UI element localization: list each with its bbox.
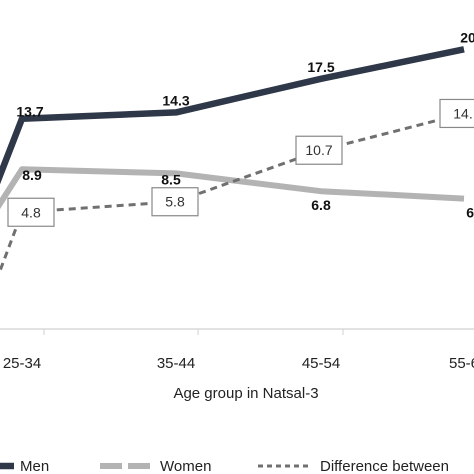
data-label-box: 14. [439, 98, 474, 129]
data-label-box: 4.8 [7, 197, 55, 227]
series-line-women [0, 166, 465, 210]
legend-item-men: Men [0, 458, 49, 474]
x-tick-label: 55-6 [449, 355, 474, 372]
data-label: 13.7 [16, 104, 43, 120]
data-label: 10.7 [305, 142, 332, 158]
data-label: 6.1 [466, 205, 474, 221]
data-label: 5.8 [165, 194, 185, 210]
x-tick-label: 25-34 [3, 355, 41, 372]
legend-item-women: Women [100, 458, 211, 474]
legend-label: Women [160, 458, 211, 474]
series-line-difference-between [0, 112, 465, 276]
series-line-men [0, 46, 465, 185]
legend-label: Men [20, 458, 49, 474]
data-label: 17.5 [307, 59, 334, 75]
x-tick-layer: 25-34 35-44 45-54 55-6 [3, 329, 474, 372]
series-layer [0, 46, 465, 276]
data-label: 20. [460, 29, 474, 45]
data-label: 8.9 [22, 167, 42, 183]
legend-item-difference-between: Difference between [258, 458, 449, 474]
data-label-box: 5.8 [151, 187, 199, 217]
data-label: 8.5 [161, 171, 181, 187]
x-tick-label: 45-54 [302, 355, 340, 372]
data-label: 6.8 [311, 197, 331, 213]
data-label: 4.8 [21, 204, 41, 220]
x-tick-label: 35-44 [157, 355, 195, 372]
data-labels-layer: 13.7 14.3 17.5 20. 8.9 8.5 6.8 6.1 4.8 5.8 10.7 14. [7, 29, 474, 227]
data-label: 14.3 [162, 92, 189, 108]
data-label: 14. [453, 105, 472, 121]
x-axis-title: Age group in Natsal-3 [173, 385, 318, 402]
legend-label: Difference between [320, 458, 449, 474]
data-label-box: 10.7 [295, 135, 343, 165]
legend: Men Women Difference between [0, 458, 449, 474]
